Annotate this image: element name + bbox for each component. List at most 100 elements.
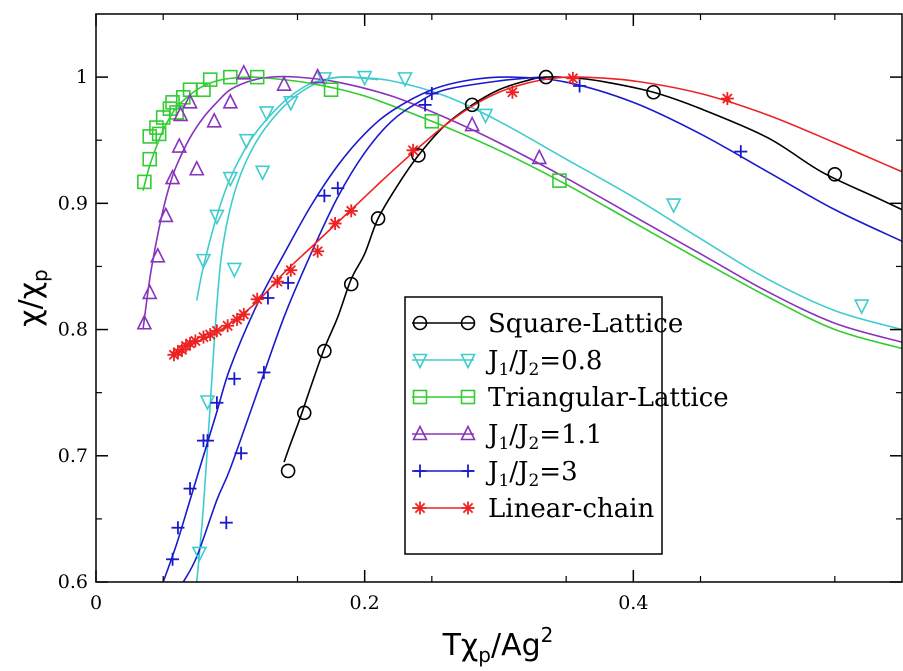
data-point-triangular-lattice — [223, 69, 238, 85]
legend-label-sub2: 2 — [528, 360, 539, 380]
data-point-j1-j2-3 — [734, 145, 748, 159]
data-point-j1-j2-0-8 — [238, 133, 255, 150]
legend-label-base: J — [485, 457, 498, 487]
series-layer — [142, 75, 902, 582]
y-tick-label: 0.7 — [58, 445, 88, 467]
data-point-j1-j2-0-8 — [853, 299, 870, 315]
data-point-triangular-lattice — [552, 173, 567, 188]
legend-marker — [460, 424, 476, 441]
data-point-j1-j2-3 — [171, 521, 185, 535]
plot-frame — [95, 13, 903, 583]
legend-label: J1/J2=3 — [485, 457, 578, 491]
x-axis-title-base: Tχ — [442, 628, 479, 663]
data-point-triangular-lattice — [165, 95, 180, 110]
data-point-j1-j2-1-1 — [464, 115, 480, 132]
legend: Square-LatticeJ1/J2=0.8Triangular-Lattic… — [404, 296, 729, 555]
data-point-j1-j2-3 — [281, 276, 295, 290]
series-line-j1-j2-3-b — [182, 76, 540, 582]
legend-label-rest: =1.1 — [539, 420, 602, 450]
data-point-j1-j2-3 — [227, 372, 241, 386]
data-point-j1-j2-1-1 — [188, 159, 205, 176]
data-point-j1-j2-3 — [331, 181, 345, 195]
y-tick-label: 0.9 — [58, 192, 88, 214]
y-tick-label: 1 — [76, 66, 88, 88]
data-point-linear-chain — [328, 217, 342, 231]
data-point-j1-j2-0-8 — [195, 253, 212, 270]
legend-label-sub2: 2 — [528, 434, 539, 454]
series-line-j1-j2-0-8 — [195, 76, 902, 331]
data-point-j1-j2-3 — [219, 516, 233, 530]
legend-label-base: Triangular-Lattice — [488, 383, 729, 413]
data-point-triangular-lattice — [151, 126, 167, 142]
series-line-triangular-lattice — [142, 76, 902, 350]
legend-item-square-lattice: Square-Lattice — [412, 309, 683, 339]
legend-item-triangular-lattice: Triangular-Lattice — [412, 383, 729, 413]
data-point-j1-j2-1-1 — [164, 168, 181, 185]
data-point-square-lattice — [411, 148, 426, 163]
data-point-j1-j2-0-8 — [258, 106, 275, 122]
svg-text:χ/χp: χ/χp — [13, 269, 52, 326]
data-point-linear-chain — [230, 312, 244, 326]
x-axis-title-rest: /Ag — [491, 628, 541, 663]
data-point-triangular-lattice — [202, 72, 218, 87]
x-tick-label: 0.4 — [618, 592, 648, 614]
data-point-j1-j2-3 — [257, 365, 271, 379]
y-axis-title: χ/χp — [13, 269, 52, 326]
data-point-j1-j2-1-1 — [136, 313, 153, 330]
legend-label: Square-Lattice — [488, 309, 683, 339]
data-point-triangular-lattice — [323, 82, 339, 98]
legend-label: Triangular-Lattice — [488, 383, 729, 413]
data-point-j1-j2-1-1 — [149, 247, 166, 263]
data-point-triangular-lattice — [137, 174, 152, 190]
data-point-triangular-lattice — [424, 113, 440, 129]
legend-label-sub: 1 — [498, 360, 509, 380]
legend-label-rest: =0.8 — [539, 346, 602, 376]
data-point-j1-j2-1-1 — [222, 93, 239, 109]
legend-label-mid: /J — [509, 420, 528, 450]
legend-label-mid: /J — [509, 457, 528, 487]
legend-marker — [412, 424, 428, 441]
data-point-j1-j2-1-1 — [531, 148, 548, 165]
legend-label: J1/J2=0.8 — [485, 346, 602, 380]
data-point-triangular-lattice — [249, 69, 265, 85]
legend-marker — [413, 464, 427, 478]
series-line-j1-j2-1-1 — [142, 75, 902, 343]
legend-marker — [412, 389, 428, 405]
legend-marker — [460, 389, 476, 405]
data-point-j1-j2-3 — [200, 434, 214, 448]
data-point-j1-j2-3 — [418, 98, 432, 112]
data-point-linear-chain — [505, 85, 519, 99]
data-point-linear-chain — [221, 319, 235, 333]
data-point-square-lattice — [827, 167, 843, 182]
data-point-square-lattice — [646, 84, 661, 100]
legend-items: Square-LatticeJ1/J2=0.8Triangular-Lattic… — [412, 309, 729, 524]
data-point-linear-chain — [210, 324, 224, 338]
legend-marker — [461, 464, 475, 478]
marker-layer — [136, 64, 870, 566]
legend-label-mid: /J — [509, 346, 528, 376]
legend-marker — [460, 315, 476, 331]
data-point-j1-j2-0-8 — [316, 72, 333, 88]
legend-label-sub2: 2 — [528, 471, 539, 491]
data-point-j1-j2-0-8 — [191, 546, 208, 563]
data-point-j1-j2-3 — [573, 79, 587, 93]
data-point-linear-chain — [566, 71, 580, 85]
data-point-j1-j2-0-8 — [665, 198, 682, 214]
data-point-square-lattice — [317, 343, 332, 359]
legend-marker — [413, 501, 427, 515]
data-point-j1-j2-1-1 — [158, 206, 174, 223]
data-point-linear-chain — [237, 307, 251, 321]
data-point-j1-j2-1-1 — [172, 105, 189, 122]
legend-label-sub: 1 — [498, 471, 509, 491]
data-point-square-lattice — [296, 405, 312, 421]
x-tick-label: 0 — [90, 592, 102, 614]
legend-label-base: Square-Lattice — [488, 309, 683, 339]
data-point-linear-chain — [284, 263, 298, 277]
y-axis-title-base: χ/χ — [13, 282, 48, 327]
legend-label-base: J — [485, 346, 498, 376]
data-point-j1-j2-1-1 — [309, 67, 326, 84]
legend-label-base: Linear-chain — [488, 494, 655, 524]
data-point-j1-j2-1-1 — [182, 93, 198, 109]
data-point-linear-chain — [720, 92, 734, 106]
